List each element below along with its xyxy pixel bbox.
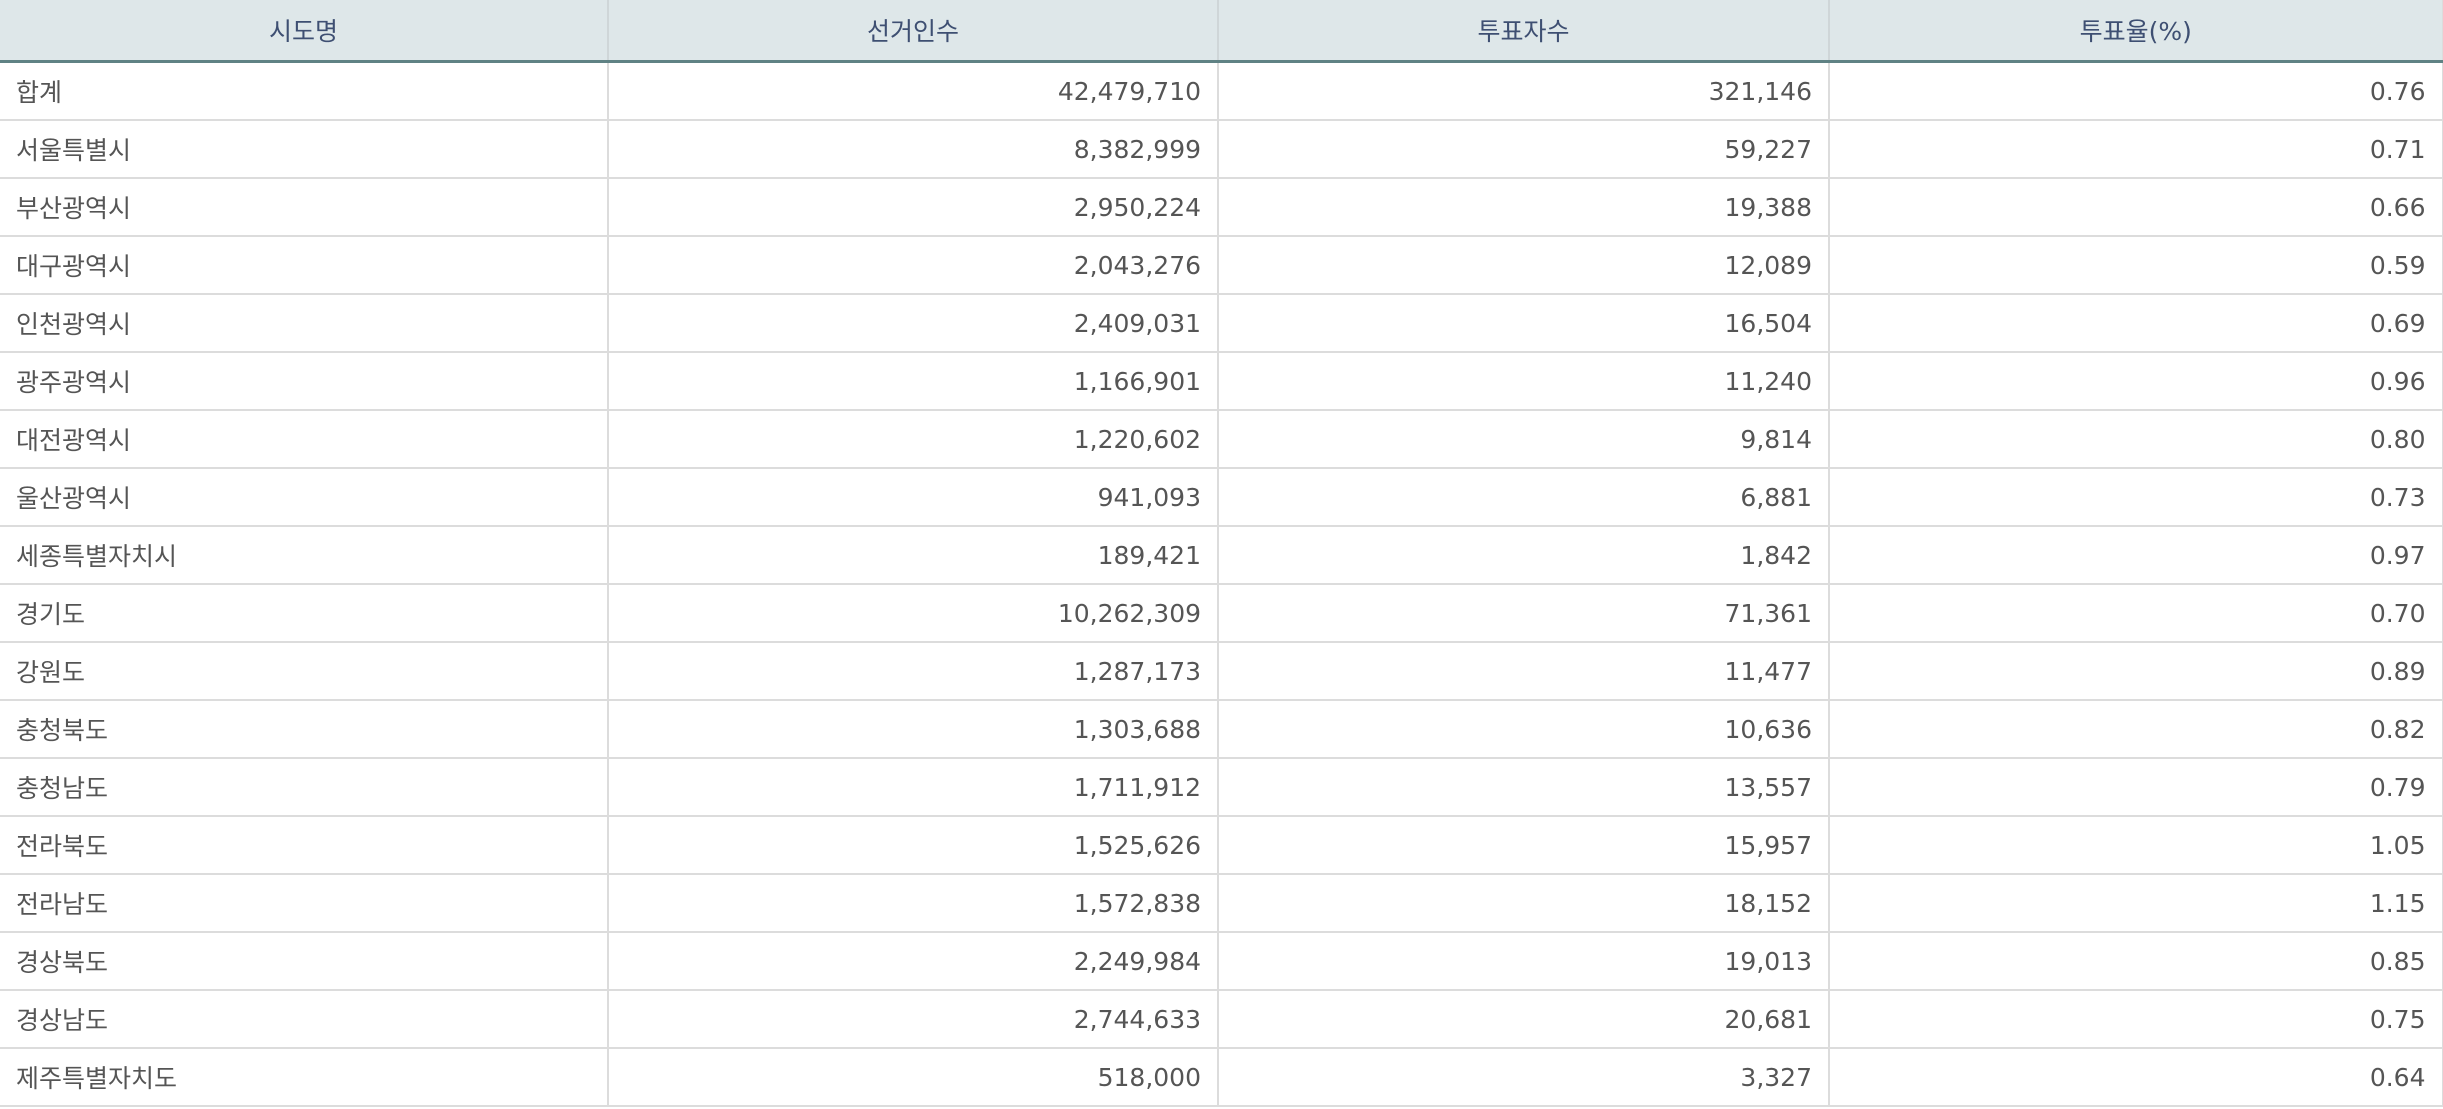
electors-cell: 1,711,912 [608, 758, 1219, 817]
turnout-cell: 0.70 [1829, 584, 2443, 643]
table-row: 울산광역시 941,093 6,881 0.73 [0, 468, 2443, 527]
electors-cell: 2,043,276 [608, 236, 1219, 295]
turnout-cell: 0.85 [1829, 932, 2443, 991]
electors-cell: 189,421 [608, 526, 1219, 585]
electors-cell: 2,950,224 [608, 178, 1219, 237]
column-header-region[interactable]: 시도명 [0, 0, 609, 63]
turnout-cell: 0.97 [1829, 526, 2443, 585]
column-header-turnout[interactable]: 투표율(%) [1829, 0, 2443, 63]
table-row: 경상남도 2,744,633 20,681 0.75 [0, 990, 2443, 1049]
turnout-cell: 0.80 [1829, 410, 2443, 469]
voters-cell: 71,361 [1218, 584, 1830, 643]
electors-cell: 1,572,838 [608, 874, 1219, 933]
voters-cell: 11,240 [1218, 352, 1830, 411]
table-row: 경상북도 2,249,984 19,013 0.85 [0, 932, 2443, 991]
column-header-electors[interactable]: 선거인수 [608, 0, 1219, 63]
table-row: 대구광역시 2,043,276 12,089 0.59 [0, 236, 2443, 295]
turnout-cell: 0.79 [1829, 758, 2443, 817]
region-cell: 대전광역시 [0, 410, 609, 469]
turnout-cell: 0.82 [1829, 700, 2443, 759]
voters-cell: 3,327 [1218, 1048, 1830, 1107]
region-cell: 울산광역시 [0, 468, 609, 527]
voters-cell: 9,814 [1218, 410, 1830, 469]
voters-cell: 12,089 [1218, 236, 1830, 295]
region-cell: 강원도 [0, 642, 609, 701]
electors-cell: 10,262,309 [608, 584, 1219, 643]
electors-cell: 8,382,999 [608, 120, 1219, 179]
turnout-cell: 0.64 [1829, 1048, 2443, 1107]
voters-cell: 20,681 [1218, 990, 1830, 1049]
voters-cell: 321,146 [1218, 61, 1830, 121]
electors-cell: 42,479,710 [608, 61, 1219, 121]
turnout-cell: 1.15 [1829, 874, 2443, 933]
turnout-cell: 0.96 [1829, 352, 2443, 411]
region-cell: 부산광역시 [0, 178, 609, 237]
voters-cell: 16,504 [1218, 294, 1830, 353]
voters-cell: 1,842 [1218, 526, 1830, 585]
region-cell: 제주특별자치도 [0, 1048, 609, 1107]
region-cell: 경기도 [0, 584, 609, 643]
voters-cell: 18,152 [1218, 874, 1830, 933]
turnout-cell: 0.89 [1829, 642, 2443, 701]
table-row: 경기도 10,262,309 71,361 0.70 [0, 584, 2443, 643]
voters-cell: 11,477 [1218, 642, 1830, 701]
region-cell: 서울특별시 [0, 120, 609, 179]
table-row: 서울특별시 8,382,999 59,227 0.71 [0, 120, 2443, 179]
region-cell: 충청북도 [0, 700, 609, 759]
electors-cell: 2,744,633 [608, 990, 1219, 1049]
voters-cell: 19,388 [1218, 178, 1830, 237]
voters-cell: 6,881 [1218, 468, 1830, 527]
table-row: 광주광역시 1,166,901 11,240 0.96 [0, 352, 2443, 411]
turnout-cell: 0.75 [1829, 990, 2443, 1049]
table-row: 세종특별자치시 189,421 1,842 0.97 [0, 526, 2443, 585]
table-row: 제주특별자치도 518,000 3,327 0.64 [0, 1048, 2443, 1107]
table-row: 부산광역시 2,950,224 19,388 0.66 [0, 178, 2443, 237]
turnout-cell: 1.05 [1829, 816, 2443, 875]
region-cell: 대구광역시 [0, 236, 609, 295]
voters-cell: 13,557 [1218, 758, 1830, 817]
table-row: 인천광역시 2,409,031 16,504 0.69 [0, 294, 2443, 353]
turnout-cell: 0.71 [1829, 120, 2443, 179]
electors-cell: 518,000 [608, 1048, 1219, 1107]
table-row: 충청북도 1,303,688 10,636 0.82 [0, 700, 2443, 759]
region-cell: 경상북도 [0, 932, 609, 991]
region-cell: 경상남도 [0, 990, 609, 1049]
table-row: 충청남도 1,711,912 13,557 0.79 [0, 758, 2443, 817]
region-cell: 광주광역시 [0, 352, 609, 411]
electors-cell: 1,525,626 [608, 816, 1219, 875]
electors-cell: 1,303,688 [608, 700, 1219, 759]
electors-cell: 941,093 [608, 468, 1219, 527]
region-cell: 충청남도 [0, 758, 609, 817]
table-row: 대전광역시 1,220,602 9,814 0.80 [0, 410, 2443, 469]
voters-cell: 19,013 [1218, 932, 1830, 991]
table-row: 전라북도 1,525,626 15,957 1.05 [0, 816, 2443, 875]
table-row: 강원도 1,287,173 11,477 0.89 [0, 642, 2443, 701]
region-cell: 인천광역시 [0, 294, 609, 353]
voters-cell: 15,957 [1218, 816, 1830, 875]
electors-cell: 2,249,984 [608, 932, 1219, 991]
region-cell: 전라북도 [0, 816, 609, 875]
total-row: 합계 42,479,710 321,146 0.76 [0, 61, 2443, 121]
region-cell: 합계 [0, 61, 609, 121]
voters-cell: 10,636 [1218, 700, 1830, 759]
table-row: 전라남도 1,572,838 18,152 1.15 [0, 874, 2443, 933]
turnout-cell: 0.73 [1829, 468, 2443, 527]
turnout-cell: 0.59 [1829, 236, 2443, 295]
region-cell: 전라남도 [0, 874, 609, 933]
electors-cell: 1,220,602 [608, 410, 1219, 469]
turnout-cell: 0.69 [1829, 294, 2443, 353]
region-cell: 세종특별자치시 [0, 526, 609, 585]
header-row: 시도명 선거인수 투표자수 투표율(%) [0, 0, 2443, 63]
electors-cell: 1,287,173 [608, 642, 1219, 701]
turnout-cell: 0.76 [1829, 61, 2443, 121]
column-header-voters[interactable]: 투표자수 [1218, 0, 1830, 63]
electors-cell: 2,409,031 [608, 294, 1219, 353]
electors-cell: 1,166,901 [608, 352, 1219, 411]
turnout-cell: 0.66 [1829, 178, 2443, 237]
voters-cell: 59,227 [1218, 120, 1830, 179]
